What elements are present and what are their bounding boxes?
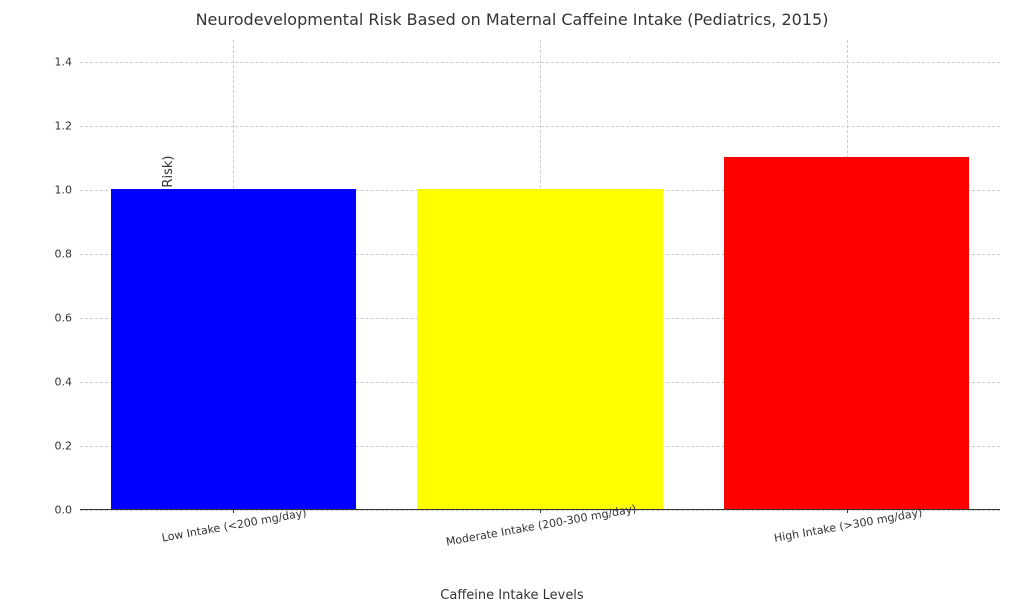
y-tick-label: 0.8 [55, 248, 73, 261]
y-tick-label: 0.6 [55, 312, 73, 325]
x-tick-label: High Intake (>300 mg/day) [773, 506, 923, 545]
y-tick-label: 1.0 [55, 184, 73, 197]
bar [111, 189, 356, 509]
x-axis-label: Caffeine Intake Levels [0, 588, 1024, 603]
bar [724, 157, 969, 509]
x-tick-mark [540, 509, 541, 513]
y-tick-label: 0.0 [55, 504, 73, 517]
x-tick-mark [847, 509, 848, 513]
plot-area: 0.00.20.40.60.81.01.21.4Low Intake (<200… [80, 40, 1000, 510]
y-tick-label: 1.2 [55, 120, 73, 133]
y-tick-label: 1.4 [55, 56, 73, 69]
y-tick-label: 0.4 [55, 376, 73, 389]
x-tick-mark [233, 509, 234, 513]
x-tick-label: Low Intake (<200 mg/day) [161, 506, 308, 544]
y-tick-label: 0.2 [55, 440, 73, 453]
chart-title: Neurodevelopmental Risk Based on Materna… [0, 10, 1024, 29]
chart-container: Neurodevelopmental Risk Based on Materna… [0, 0, 1024, 611]
bar [417, 189, 662, 509]
